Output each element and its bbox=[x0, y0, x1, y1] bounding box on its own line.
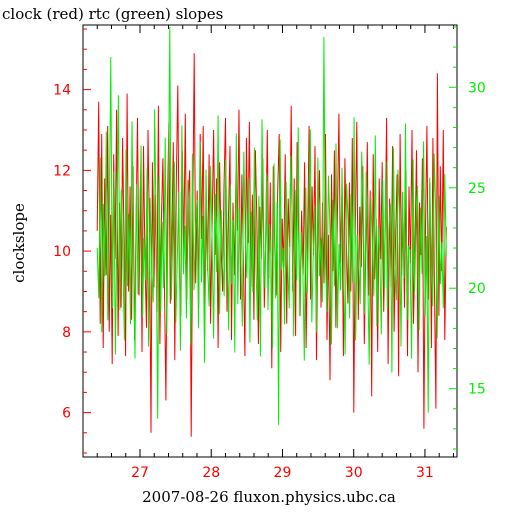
y-axis-label: clockslope bbox=[10, 203, 28, 283]
x-tick-label: 31 bbox=[416, 465, 434, 481]
y-right-tick-label: 20 bbox=[468, 281, 486, 297]
x-axis-label: 2007-08-26 fluxon.physics.ubc.ca bbox=[142, 488, 396, 506]
y-left-tick-label: 14 bbox=[53, 83, 71, 99]
y-right-tick-label: 30 bbox=[468, 80, 486, 96]
x-tick-label: 29 bbox=[274, 465, 292, 481]
y-left-tick-label: 10 bbox=[53, 244, 71, 260]
y-left-tick-label: 6 bbox=[62, 406, 71, 422]
series-line-rtc bbox=[96, 26, 447, 425]
y-left-axis-ticks: 6 8 10 12 14 bbox=[53, 28, 91, 454]
y-right-axis-ticks: 15 20 25 30 bbox=[449, 26, 486, 450]
x-tick-label: 27 bbox=[131, 465, 149, 481]
y-right-tick-label: 25 bbox=[468, 181, 486, 197]
y-left-tick-label: 12 bbox=[53, 163, 71, 179]
plot-frame bbox=[82, 24, 458, 458]
chart-title: clock (red) rtc (green) slopes bbox=[2, 5, 223, 23]
y-left-tick-label: 8 bbox=[62, 325, 71, 341]
x-tick-label: 30 bbox=[345, 465, 363, 481]
x-axis-ticks: 27 28 29 30 31 bbox=[82, 25, 454, 481]
series-layer bbox=[96, 26, 447, 437]
plot-border bbox=[82, 24, 458, 458]
x-tick-label: 28 bbox=[202, 465, 220, 481]
y-right-tick-label: 15 bbox=[468, 382, 486, 398]
